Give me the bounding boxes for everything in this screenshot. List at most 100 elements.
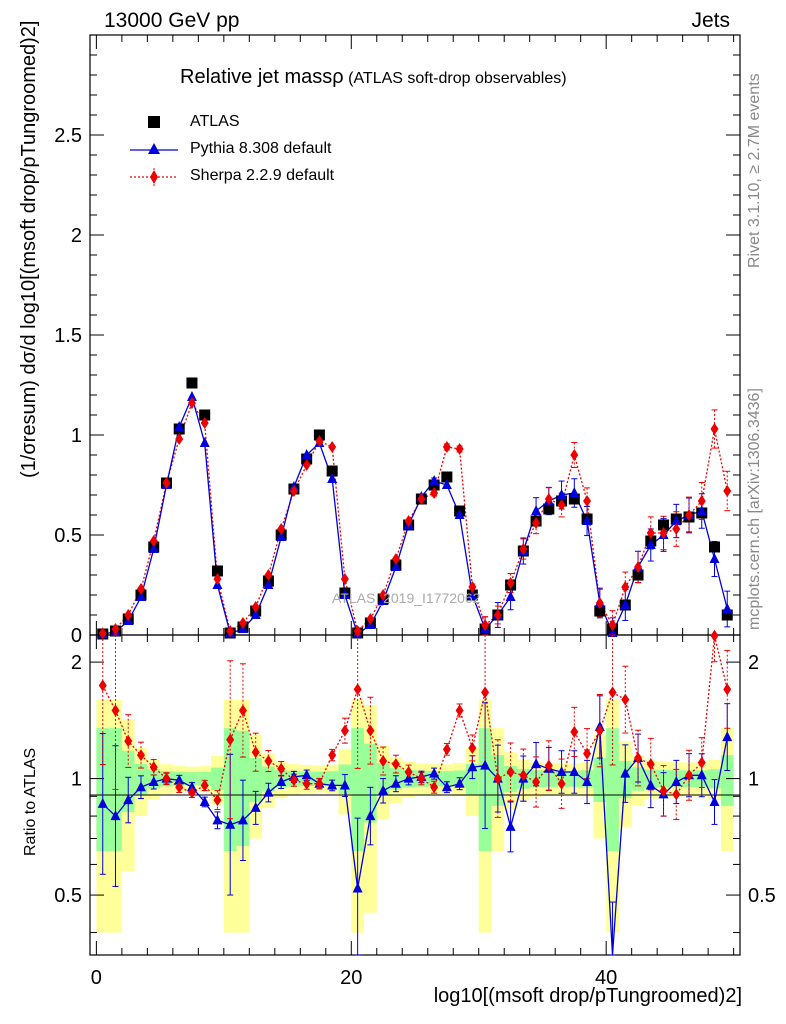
pythia-data-point [148, 543, 159, 553]
sherpa-ratio-point [493, 772, 502, 785]
pythia-ratio-point [365, 810, 376, 821]
sherpa-data-point [646, 527, 655, 539]
sherpa-ratio-point [366, 724, 375, 737]
mcplots-label: mcplots.cern.ch [arXiv:1306.3436] [746, 388, 763, 630]
ratio-band-inner [198, 771, 212, 786]
y-tick-label-ratio: 1 [71, 769, 82, 791]
atlas-data-point [199, 409, 211, 421]
sherpa-ratio-point [506, 765, 515, 778]
pythia-data-point [505, 591, 516, 601]
pythia-data-point [250, 609, 261, 619]
sherpa-data-point [557, 499, 566, 511]
sherpa-ratio-point [289, 774, 298, 787]
pythia-ratio-point [123, 794, 134, 805]
sherpa-ratio-point [430, 781, 439, 794]
pythia-data-point [531, 505, 542, 515]
sherpa-ratio-point [570, 725, 579, 738]
pythia-data-point [174, 421, 185, 431]
pythia-ratio-point [301, 769, 312, 780]
pythia-ratio-point [276, 775, 287, 786]
pythia-data-point [645, 539, 656, 549]
sherpa-data-point [608, 619, 617, 631]
sherpa-data-point [697, 495, 706, 507]
pythia-data-point [339, 589, 350, 599]
legend-pythia-label: Pythia 8.308 default [190, 140, 332, 157]
pythia-ratio-point [429, 767, 440, 778]
sherpa-data-point [251, 601, 260, 613]
pythia-ratio-point [135, 781, 146, 792]
sherpa-data-point [238, 617, 247, 629]
sherpa-data-point [366, 613, 375, 625]
pythia-ratio-point [454, 777, 465, 788]
sherpa-data-point [544, 493, 553, 505]
ratio-band-inner [325, 771, 339, 787]
plot-title-main: Relative jet massρ [180, 66, 344, 88]
sherpa-ratio-point [455, 704, 464, 717]
sherpa-ratio-point [124, 735, 133, 748]
sherpa-data-point [315, 435, 324, 447]
sherpa-data-point [710, 423, 719, 435]
y-tick-label-top: 1 [71, 425, 82, 447]
pythia-ratio-point [480, 759, 491, 770]
ratio-band-inner [606, 728, 619, 851]
sherpa-ratio-point [251, 746, 260, 759]
sherpa-data-point [289, 485, 298, 497]
sherpa-data-point [583, 495, 592, 507]
energy-label: 13000 GeV pp [104, 9, 240, 32]
y-axis-label-top: (1/σresum) dσ/d log10[(msoft drop/pTungr… [18, 20, 40, 478]
sherpa-ratio-point [187, 786, 196, 799]
pythia-ratio-point [709, 795, 720, 806]
pythia-data-point [186, 391, 197, 401]
top-panel-plot [97, 377, 733, 640]
pythia-ratio-point [696, 769, 707, 780]
sherpa-ratio-point [621, 693, 630, 706]
legend-markers [130, 116, 178, 186]
y-tick-label-top: 0 [71, 625, 82, 647]
sherpa-ratio-point [659, 784, 668, 797]
sherpa-ratio-point [583, 747, 592, 760]
pythia-data-point [390, 561, 401, 571]
pythia-data-point [327, 473, 338, 483]
sherpa-ratio-point [302, 777, 311, 790]
sherpa-ratio-point [608, 686, 617, 699]
pythia-ratio-point [531, 758, 542, 769]
pythia-ratio-point [505, 820, 516, 831]
pythia-ratio-point [237, 814, 248, 825]
sherpa-ratio-point [315, 777, 324, 790]
pythia-ratio-point [212, 814, 223, 825]
sherpa-data-point [659, 527, 668, 539]
sherpa-ratio-point [277, 762, 286, 775]
y-tick-label-top: 2 [71, 225, 82, 247]
y-tick-label-top: 1.5 [54, 325, 82, 347]
pythia-ratio-point [671, 775, 682, 786]
sherpa-ratio-point [723, 683, 732, 696]
y-tick-label-ratio-right: 2 [748, 652, 759, 674]
sherpa-data-point [226, 625, 235, 637]
pythia-data-point [429, 475, 440, 485]
sherpa-data-point [404, 515, 413, 527]
pythia-ratio-point [110, 810, 121, 821]
sherpa-ratio-point [685, 769, 694, 782]
sherpa-ratio-point [646, 758, 655, 771]
pythia-data-point [569, 487, 580, 497]
plot-title: Relative jet massρ (ATLAS soft-drop obse… [180, 66, 567, 89]
sherpa-data-point [723, 485, 732, 497]
sherpa-data-point [672, 523, 681, 535]
ratio-band-inner [211, 767, 224, 791]
pythia-data-point [263, 579, 274, 589]
sherpa-ratio-point [710, 629, 719, 642]
ratio-band-inner [351, 728, 365, 851]
sherpa-ratio-point [468, 741, 477, 754]
sherpa-ratio-point [226, 733, 235, 746]
sherpa-data-point [98, 627, 107, 640]
y-tick-label-ratio: 2 [71, 652, 82, 674]
sherpa-ratio-point [544, 759, 553, 772]
legend-atlas-marker [148, 116, 160, 128]
sherpa-data-point [111, 623, 120, 635]
sherpa-data-point [200, 417, 209, 429]
pythia-data-point [709, 553, 720, 563]
sherpa-ratio-point [391, 758, 400, 771]
ratio-band-inner [249, 758, 263, 802]
pythia-ratio-point [263, 786, 274, 797]
pythia-ratio-point [339, 779, 350, 790]
